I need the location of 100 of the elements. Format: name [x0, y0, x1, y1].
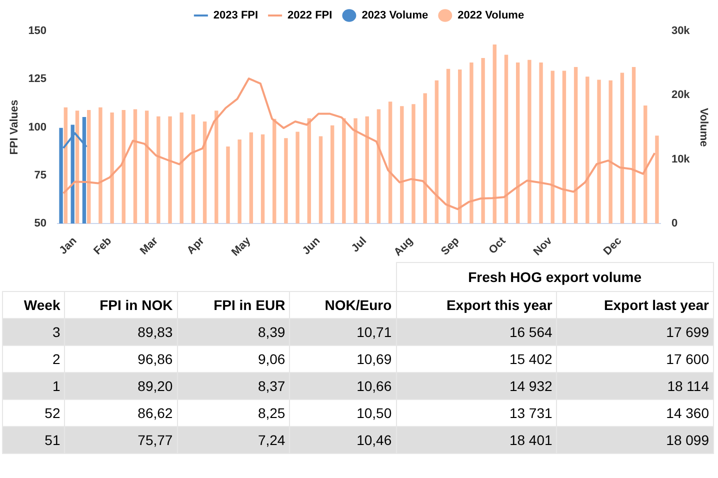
x-tick-label: Oct [486, 234, 508, 256]
text: 16 564 [396, 318, 557, 345]
y-tick-label: 75 [34, 169, 47, 182]
text: 10,50 [290, 399, 396, 426]
bar [191, 114, 196, 224]
bar [202, 121, 207, 224]
text: Export last year [556, 291, 714, 318]
bar [342, 118, 346, 224]
bar [260, 134, 265, 224]
text: 8,25 [177, 399, 290, 426]
text: 9,06 [177, 345, 290, 372]
text: Export this year [396, 291, 557, 318]
bar [470, 62, 474, 224]
x-tick-label: Feb [92, 234, 114, 258]
bar [238, 139, 242, 224]
bar [620, 72, 624, 224]
text: 14 932 [396, 372, 557, 399]
bar [655, 136, 659, 224]
bar [98, 107, 102, 224]
text: 10,71 [290, 318, 396, 345]
text: 10,66 [290, 372, 396, 399]
bar [156, 116, 160, 224]
text: 89,83 [64, 318, 178, 345]
bar [446, 68, 450, 224]
bar [516, 62, 520, 224]
text: 13 731 [396, 399, 557, 426]
text: 18 099 [556, 426, 714, 453]
bar [388, 102, 392, 224]
x-tick-label: Mar [138, 234, 161, 258]
text: 51 [2, 426, 65, 453]
text: 17 699 [556, 318, 714, 345]
text: 8,37 [177, 372, 290, 399]
text: 15 402 [396, 345, 557, 372]
x-tick-label: Jun [300, 234, 323, 258]
bar [550, 70, 554, 224]
x-tick-label: Sep [439, 234, 462, 258]
text: 17 600 [556, 345, 714, 372]
legend-label: 2023 Volume [362, 10, 428, 22]
legend-label: 2022 FPI [288, 10, 332, 22]
x-tick-label: Dec [601, 234, 624, 258]
x-tick-label: Apr [184, 234, 208, 257]
bar [87, 110, 91, 224]
x-tick-label: Jul [349, 234, 370, 255]
text: 86,62 [64, 399, 178, 426]
bar [434, 80, 439, 224]
text: Fresh HOG export volume [396, 262, 714, 291]
bar [423, 93, 427, 224]
bar [214, 110, 218, 224]
text: 96,86 [64, 345, 178, 372]
bar [307, 118, 311, 224]
bar [608, 80, 612, 224]
y2-tick-label: 30k [671, 25, 691, 38]
bar [284, 138, 288, 224]
bar [539, 62, 543, 224]
text: 1 [2, 372, 65, 399]
y2-tick-label: 20k [671, 89, 691, 102]
bar [133, 109, 138, 224]
bar [644, 105, 648, 224]
text: 89,20 [64, 372, 178, 399]
bar [562, 70, 566, 224]
x-tick-label: Aug [392, 234, 416, 259]
bar [586, 76, 590, 224]
bar [492, 44, 497, 224]
bar [318, 136, 323, 224]
text: 75,77 [64, 426, 178, 453]
bar [632, 66, 636, 224]
y-axis-title: FPI Values [8, 100, 21, 155]
text: Week [2, 291, 65, 318]
bar [272, 118, 276, 224]
text: 2 [2, 345, 65, 372]
bar [168, 116, 172, 224]
y2-axis-title: Volume [697, 108, 710, 147]
bar [296, 132, 300, 224]
text: 10,69 [290, 345, 396, 372]
bar [597, 80, 601, 224]
y-tick-label: 100 [28, 121, 47, 134]
legend-label: 2023 FPI [213, 10, 258, 22]
bar [75, 110, 80, 224]
y2-tick-label: 10k [671, 153, 691, 166]
y-tick-label: 150 [28, 25, 47, 38]
text: NOK/Euro [290, 291, 396, 318]
bar [144, 110, 149, 224]
bar [354, 118, 358, 224]
text: 18 114 [556, 372, 714, 399]
bar [365, 116, 369, 224]
y-tick-label: 125 [28, 73, 47, 86]
text: FPI in NOK [64, 291, 178, 318]
bar [504, 54, 508, 224]
bar [412, 104, 416, 224]
x-tick-label: Jan [57, 234, 80, 257]
text: FPI in EUR [177, 291, 290, 318]
bar [110, 112, 114, 224]
bar [249, 132, 254, 224]
bar [481, 58, 485, 224]
bar [376, 109, 381, 224]
bar [400, 106, 404, 224]
text: 8,39 [177, 318, 290, 345]
text: 14 360 [556, 399, 714, 426]
bar [528, 60, 532, 224]
text: 3 [2, 318, 65, 345]
